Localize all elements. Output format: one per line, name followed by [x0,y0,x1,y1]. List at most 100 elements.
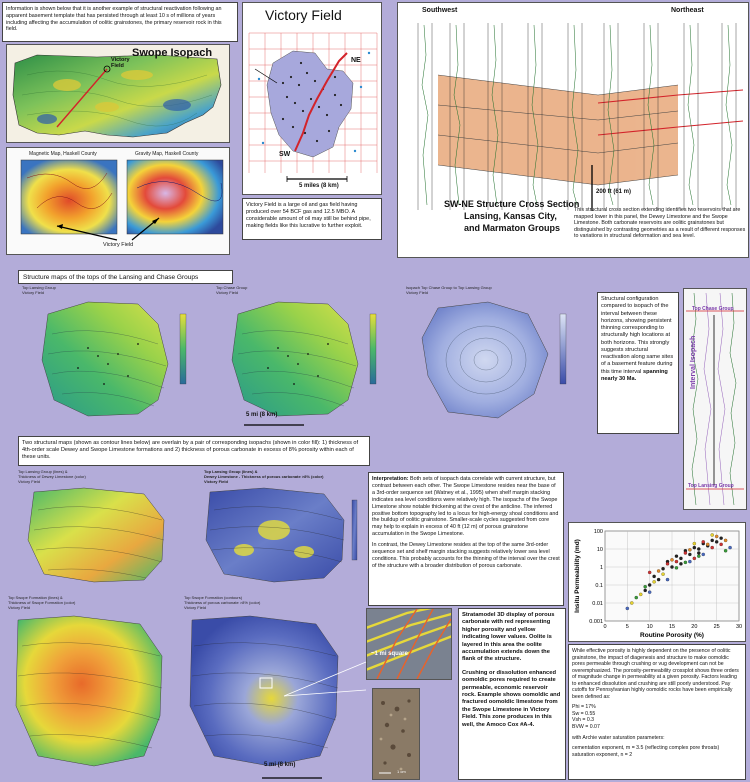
poroperm-chart: 100 10 1 0.1 0.01 0.001 0 5 10 15 20 25 30 Routine Po… [568,522,746,642]
data-point [688,559,692,564]
stratamodel-graphic [367,609,451,679]
data-point [688,552,692,557]
structural-config-text: Structural configuration compared to iso… [597,292,679,434]
data-point [692,545,697,550]
data-point [665,562,670,566]
x-tick-label: 30 [736,624,742,630]
data-point [719,536,723,540]
swope-maps-graphic [15,615,339,779]
data-point [647,583,652,587]
dewey-thickness-title: Top Lansing Group (lines) & Thickness of… [18,469,86,484]
stratamodel-text: Stratamodel 3D display of porous carbona… [462,612,555,663]
pointer-lines [283,661,367,697]
data-point [630,601,634,605]
x-tick-label: 25 [714,624,720,630]
cutoff-vsh: Vsh = 0.3 [572,717,595,724]
intro-text: Information is shown below that it is an… [2,2,238,42]
data-point [652,574,656,579]
map-top-lansing-title: Top Lansing Group Victory Field [22,285,56,295]
sw-label: SW [279,151,291,158]
data-point [728,545,732,550]
interpretation-text: Interpretation: Both sets of isopach dat… [368,472,564,606]
structural-config-body: Structural configuration compared to iso… [601,296,674,375]
structure-maps-title: Structure maps of the tops of the Lansin… [18,270,233,284]
stratamodel-crushing-text: Stratamodel 3D display of porous carbona… [458,608,566,780]
data-point [710,538,714,543]
swope-maps-row: Top Swope Formation (lines) & Thickness … [4,595,364,780]
data-point [714,540,719,544]
data-point [683,560,688,565]
cross-section-description: This structural cross section extending … [574,207,746,240]
data-point [697,551,701,555]
swope-row-scale: 5 mi (8 km) [264,762,296,768]
victory-field-graphic [248,32,378,182]
y-tick-label: 0.01 [592,601,603,607]
y-axis-label: Insitu Permeability (md) [574,539,581,613]
data-point [714,534,719,539]
data-point [706,542,710,547]
data-point [665,577,670,582]
data-point [639,592,643,597]
data-point [697,547,701,551]
interpretation-heading: Interpretation: [372,476,409,482]
x-tick-label: 15 [669,624,675,630]
data-point [670,558,674,562]
interval-isopach-label: Interval Isopach [690,335,697,389]
archie-text: with Archie water saturation parameters: [572,734,665,741]
x-axis-label: Routine Porosity (%) [640,632,704,639]
data-point [688,548,692,552]
structural-config-emphasis: spanning nearly 30 Ma. [601,368,668,382]
gravity-map-title: Gravity Map, Haskell County [135,151,199,157]
y-tick-label: 100 [594,529,603,535]
structure-maps-graphic [41,301,567,426]
swope-porous-title: Top Swope Formation (contours) Thickness… [184,595,261,610]
potential-field-maps: Magnetic Map, Haskell County Gravity Map… [6,147,230,255]
interpretation-p1: Both sets of isopach data correlate with… [372,476,559,538]
well-log-graphic [686,292,744,506]
dewey-maps-graphic [27,487,358,583]
y-tick-label: 0.1 [595,583,603,589]
data-point [710,533,714,537]
swope-isopach-graphic [12,54,222,138]
x-tick-label: 20 [691,624,697,630]
cross-section-title-2: Lansing, Kansas City, [464,211,557,221]
data-point [710,545,714,550]
stratamodel-3d: ~1 mi square [366,608,452,680]
cutoff-bvw: BVW = 0.07 [572,724,600,731]
data-point [692,541,697,546]
cross-section-title-3: and Marmaton Groups [464,223,561,233]
data-point [679,562,683,566]
data-point [683,551,688,555]
data-point [643,585,647,589]
data-point [723,549,728,553]
core-photo: 1 cm [372,688,420,780]
data-point [701,552,705,557]
porosity-text-box: While effective porosity is highly depen… [568,644,746,780]
y-tick-label: 10 [597,547,603,553]
dewey-maps-row: Top Lansing Group (lines) & Thickness of… [14,469,370,592]
victory-field-map: Victory Field [242,2,382,195]
data-point [679,556,683,561]
cross-section-title-1: SW-NE Structure Cross Section [444,199,580,209]
data-point [643,588,647,593]
x-tick-label: 10 [647,624,653,630]
core-scale-label: 1 cm [397,769,406,774]
data-point [661,567,665,571]
cross-section: Southwest Northeast [397,2,749,258]
data-point [723,538,728,543]
data-point [674,554,679,558]
data-point [647,590,652,594]
stratamodel-pointer [282,660,368,700]
victory-field-title: Victory Field [265,7,342,23]
cutoff-phi: Phi = 17% [572,704,596,711]
structure-map-scale: 5 mi (8 km) [246,412,278,418]
data-point [661,572,665,576]
data-point [719,542,723,547]
data-point [674,566,679,570]
data-point [674,559,679,564]
two-structural-maps-text: Two structural maps (shown as contour li… [18,436,370,466]
map-isopach-title: Isopach Top Chase Group to Top Lansing G… [406,285,492,295]
structure-maps-row: Top Lansing Group Victory Field Top Chas… [18,284,588,434]
porosity-text: While effective porosity is highly depen… [572,648,739,700]
